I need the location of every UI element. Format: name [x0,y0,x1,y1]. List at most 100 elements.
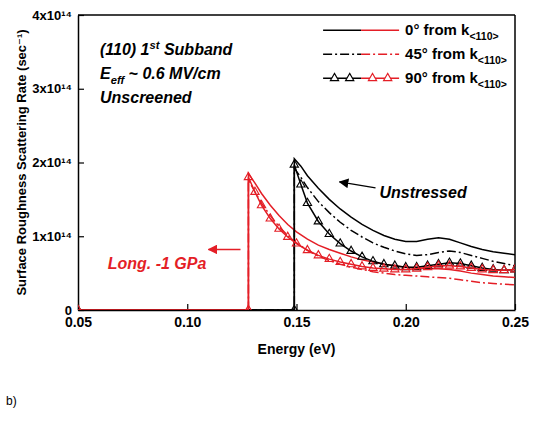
series-line [78,180,515,310]
series-marker [369,263,377,270]
series-line [78,174,515,310]
x-tick-label: 0.15 [283,314,310,330]
series-marker [467,263,475,270]
series-marker [500,265,508,272]
series-marker [297,180,305,187]
x-tick-mark [515,304,516,310]
series-marker [275,224,283,231]
legend-swatch [361,29,399,31]
legend-swatch-marker [368,73,376,80]
x-tick: 0.25 [502,304,529,330]
y-tick-mark [78,15,84,16]
series-marker [413,264,421,271]
x-tick: 0.20 [393,304,420,330]
annotation: Unscreened [100,89,193,106]
series-line [78,168,515,310]
series-marker [266,214,274,221]
legend-swatch [323,53,361,55]
y-tick-label: 2x10¹⁴ [32,155,72,170]
series-marker [445,261,453,268]
series-marker [257,200,265,207]
legend-swatch-marker [346,73,354,80]
annotation: Unstressed [380,184,468,201]
x-axis-title: Energy (eV) [258,341,336,357]
legend-label: 0° from k<110> [405,21,499,42]
legend-swatch-marker [384,73,392,80]
y-tick: 3x10¹⁴ [32,81,84,96]
series-marker [423,262,431,269]
series-marker [489,265,497,272]
series-marker [314,251,322,258]
y-tick-mark [78,89,84,90]
legend-swatch [323,77,361,79]
plot-area [78,159,515,310]
x-tick: 0.10 [174,304,201,330]
series-marker [336,239,344,246]
series-marker [290,305,298,310]
y-tick: 0 [65,303,84,318]
text-part: ~ 0.6 MV/cm [124,65,221,82]
legend-label: 90° from k<110> [405,69,507,90]
chart: 0.050.100.150.200.2501x10¹⁴2x10¹⁴3x10¹⁴4… [0,0,540,433]
series-marker [78,305,82,310]
x-axis: 0.050.100.150.200.25 [65,304,529,330]
series-marker [290,160,298,167]
text-part: Subband [159,41,233,58]
x-tick-label: 0.25 [502,314,529,330]
x-tick-mark [187,304,188,310]
series-marker [511,265,515,272]
series-line [78,177,515,310]
annotation-arrow [340,182,376,188]
series-marker [434,261,442,268]
series-marker [314,217,322,224]
text-part: <110> [478,54,507,66]
panel-label: b) [6,394,17,408]
series-marker [380,264,388,271]
series-marker [292,239,300,246]
legend: 0° from k<110>45° from k<110>90° from k<… [323,21,507,90]
series-marker [500,265,508,272]
series-marker [478,265,486,272]
text-part: 90° from k [405,69,478,86]
series-line [78,165,515,310]
series-marker [244,172,252,179]
series-marker [456,262,464,269]
series-marker [325,229,333,236]
text-part: Unstressed [380,184,468,201]
annotation: Long. -1 GPa [108,255,207,272]
text-part: (110) 1 [100,41,150,58]
series-line [78,159,515,310]
x-tick-label: 0.10 [174,314,201,330]
text-part: <110> [469,30,498,42]
text-part: <110> [478,78,507,90]
legend-swatch [361,77,399,79]
series-marker [402,265,410,272]
series-marker [303,198,311,205]
series-marker [391,265,399,272]
series-marker [303,245,311,252]
legend-swatch [361,53,399,55]
frame-top [78,14,515,16]
y-tick-label: 3x10¹⁴ [32,81,72,96]
series-marker [358,252,366,259]
legend-label: 45° from k<110> [405,45,507,66]
series-marker [244,305,252,310]
legend-swatch-marker [330,73,338,80]
annotation: (110) 1st Subband [100,39,234,58]
series-marker [336,257,344,264]
y-tick-label: 1x10¹⁴ [32,229,72,244]
series-marker [325,254,333,261]
series-marker [251,187,259,194]
x-tick: 0.15 [283,304,310,330]
series-marker [284,232,292,239]
y-tick-mark [78,162,84,163]
y-tick: 2x10¹⁴ [32,155,84,170]
x-tick-label: 0.20 [393,314,420,330]
text-part: 0° from k [405,21,470,38]
x-tick-mark [406,304,407,310]
y-tick: 1x10¹⁴ [32,229,84,244]
text-part: Unscreened [100,89,193,106]
y-tick: 4x10¹⁴ [32,8,84,23]
series-marker [358,262,366,269]
legend-swatch [323,29,361,31]
